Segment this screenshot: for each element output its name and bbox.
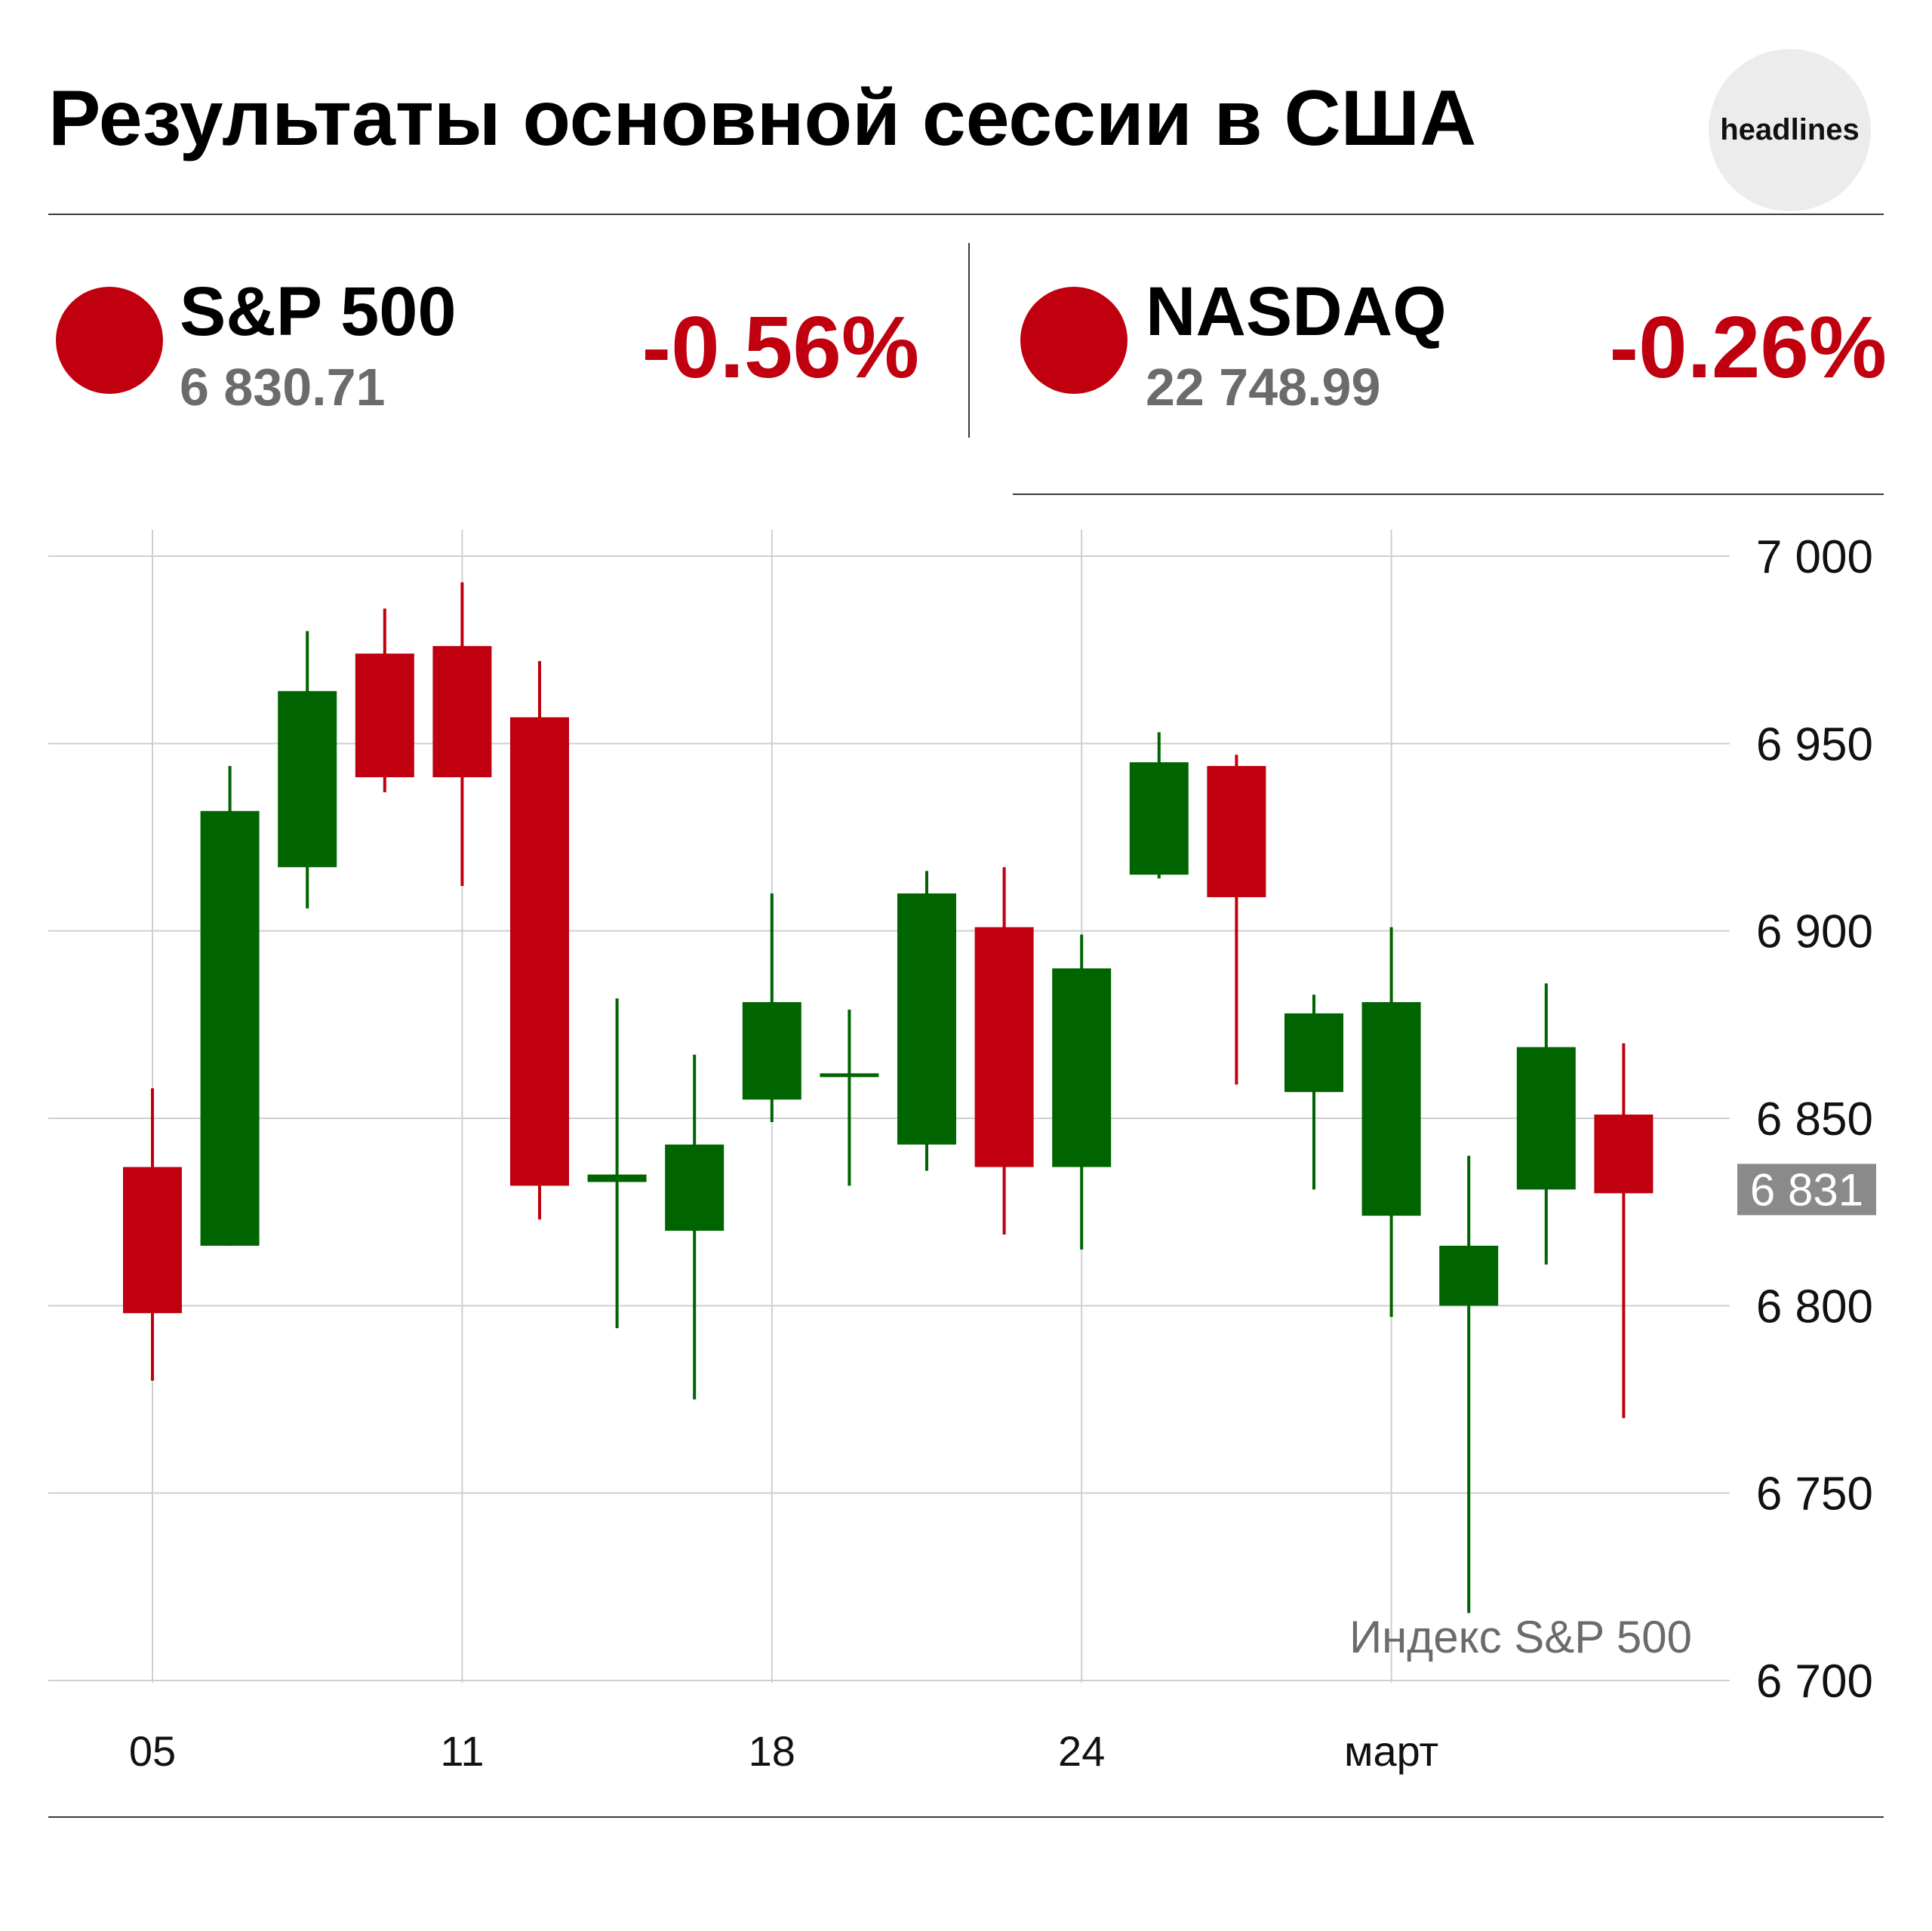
candle-body: [278, 690, 337, 868]
candle: [587, 998, 647, 1329]
candle: [278, 631, 337, 909]
last-value-badge: [1737, 1164, 1876, 1216]
y-tick-label: 6 950: [1756, 718, 1873, 770]
candle: [355, 608, 414, 792]
candle-body: [1129, 762, 1189, 875]
nasdaq-name: NASDAQ: [1146, 273, 1447, 350]
candle-body: [897, 893, 956, 1145]
x-tick-label: 05: [129, 1727, 176, 1775]
candle: [974, 867, 1034, 1235]
candle: [820, 1009, 879, 1186]
x-tick-label: 11: [440, 1727, 484, 1775]
y-tick-label: 6 800: [1756, 1281, 1873, 1333]
y-tick-label: 6 900: [1756, 906, 1873, 958]
y-tick-label: 7 000: [1756, 531, 1873, 583]
candle: [1129, 732, 1189, 879]
candle-body: [1207, 766, 1266, 897]
indices-divider: [1013, 494, 1884, 495]
candle-body: [1284, 1013, 1343, 1093]
candle-body: [123, 1167, 182, 1314]
sp500-status-dot: [56, 287, 163, 394]
indices-separator: [968, 243, 970, 438]
candle-body: [1052, 968, 1112, 1167]
candle-body: [1594, 1115, 1654, 1194]
candle: [1361, 927, 1421, 1318]
candle-body: [1361, 1002, 1421, 1216]
x-tick-label: 24: [1058, 1727, 1105, 1775]
candle-body: [200, 810, 260, 1246]
page-title: Результаты основной сессии в США: [48, 75, 1477, 162]
y-tick-label: 6 700: [1756, 1656, 1873, 1708]
candle-body: [742, 1002, 801, 1100]
candle-body: [510, 717, 569, 1186]
candle-body: [587, 1174, 647, 1182]
nasdaq-status-dot: [1020, 287, 1128, 394]
candle-body: [1516, 1047, 1576, 1190]
brand-logo: headlines: [1709, 49, 1871, 211]
candle: [1594, 1043, 1654, 1419]
y-tick-label: 6 750: [1756, 1468, 1873, 1521]
sp500-name: S&P 500: [180, 273, 457, 350]
candle: [897, 871, 956, 1171]
sp500-change: -0.56%: [641, 298, 919, 396]
candle: [1207, 755, 1266, 1085]
candle: [1052, 934, 1112, 1250]
last-value-label: 6 831: [1750, 1164, 1863, 1215]
nasdaq-change: -0.26%: [1609, 298, 1887, 396]
candle: [1439, 1155, 1499, 1613]
nasdaq-value: 22 748.99: [1146, 358, 1381, 417]
y-tick-label: 6 850: [1756, 1093, 1873, 1145]
x-tick-label: март: [1344, 1727, 1438, 1775]
candle-body: [432, 646, 492, 778]
header-divider: [48, 214, 1884, 215]
candle: [665, 1054, 724, 1400]
candle-body: [1439, 1245, 1499, 1306]
candle: [1516, 983, 1576, 1265]
candle-body: [355, 653, 414, 778]
candle: [510, 661, 569, 1220]
candle-body: [820, 1073, 879, 1078]
candle: [1284, 995, 1343, 1190]
x-tick-label: 18: [749, 1727, 795, 1775]
candle: [742, 893, 801, 1122]
candle: [123, 1088, 182, 1381]
chart-annotation: Индекс S&P 500: [1349, 1612, 1692, 1662]
candle-body: [665, 1144, 724, 1231]
candle: [200, 766, 260, 1246]
candle: [432, 582, 492, 887]
sp500-value: 6 830.71: [180, 358, 386, 417]
candle-body: [974, 927, 1034, 1167]
